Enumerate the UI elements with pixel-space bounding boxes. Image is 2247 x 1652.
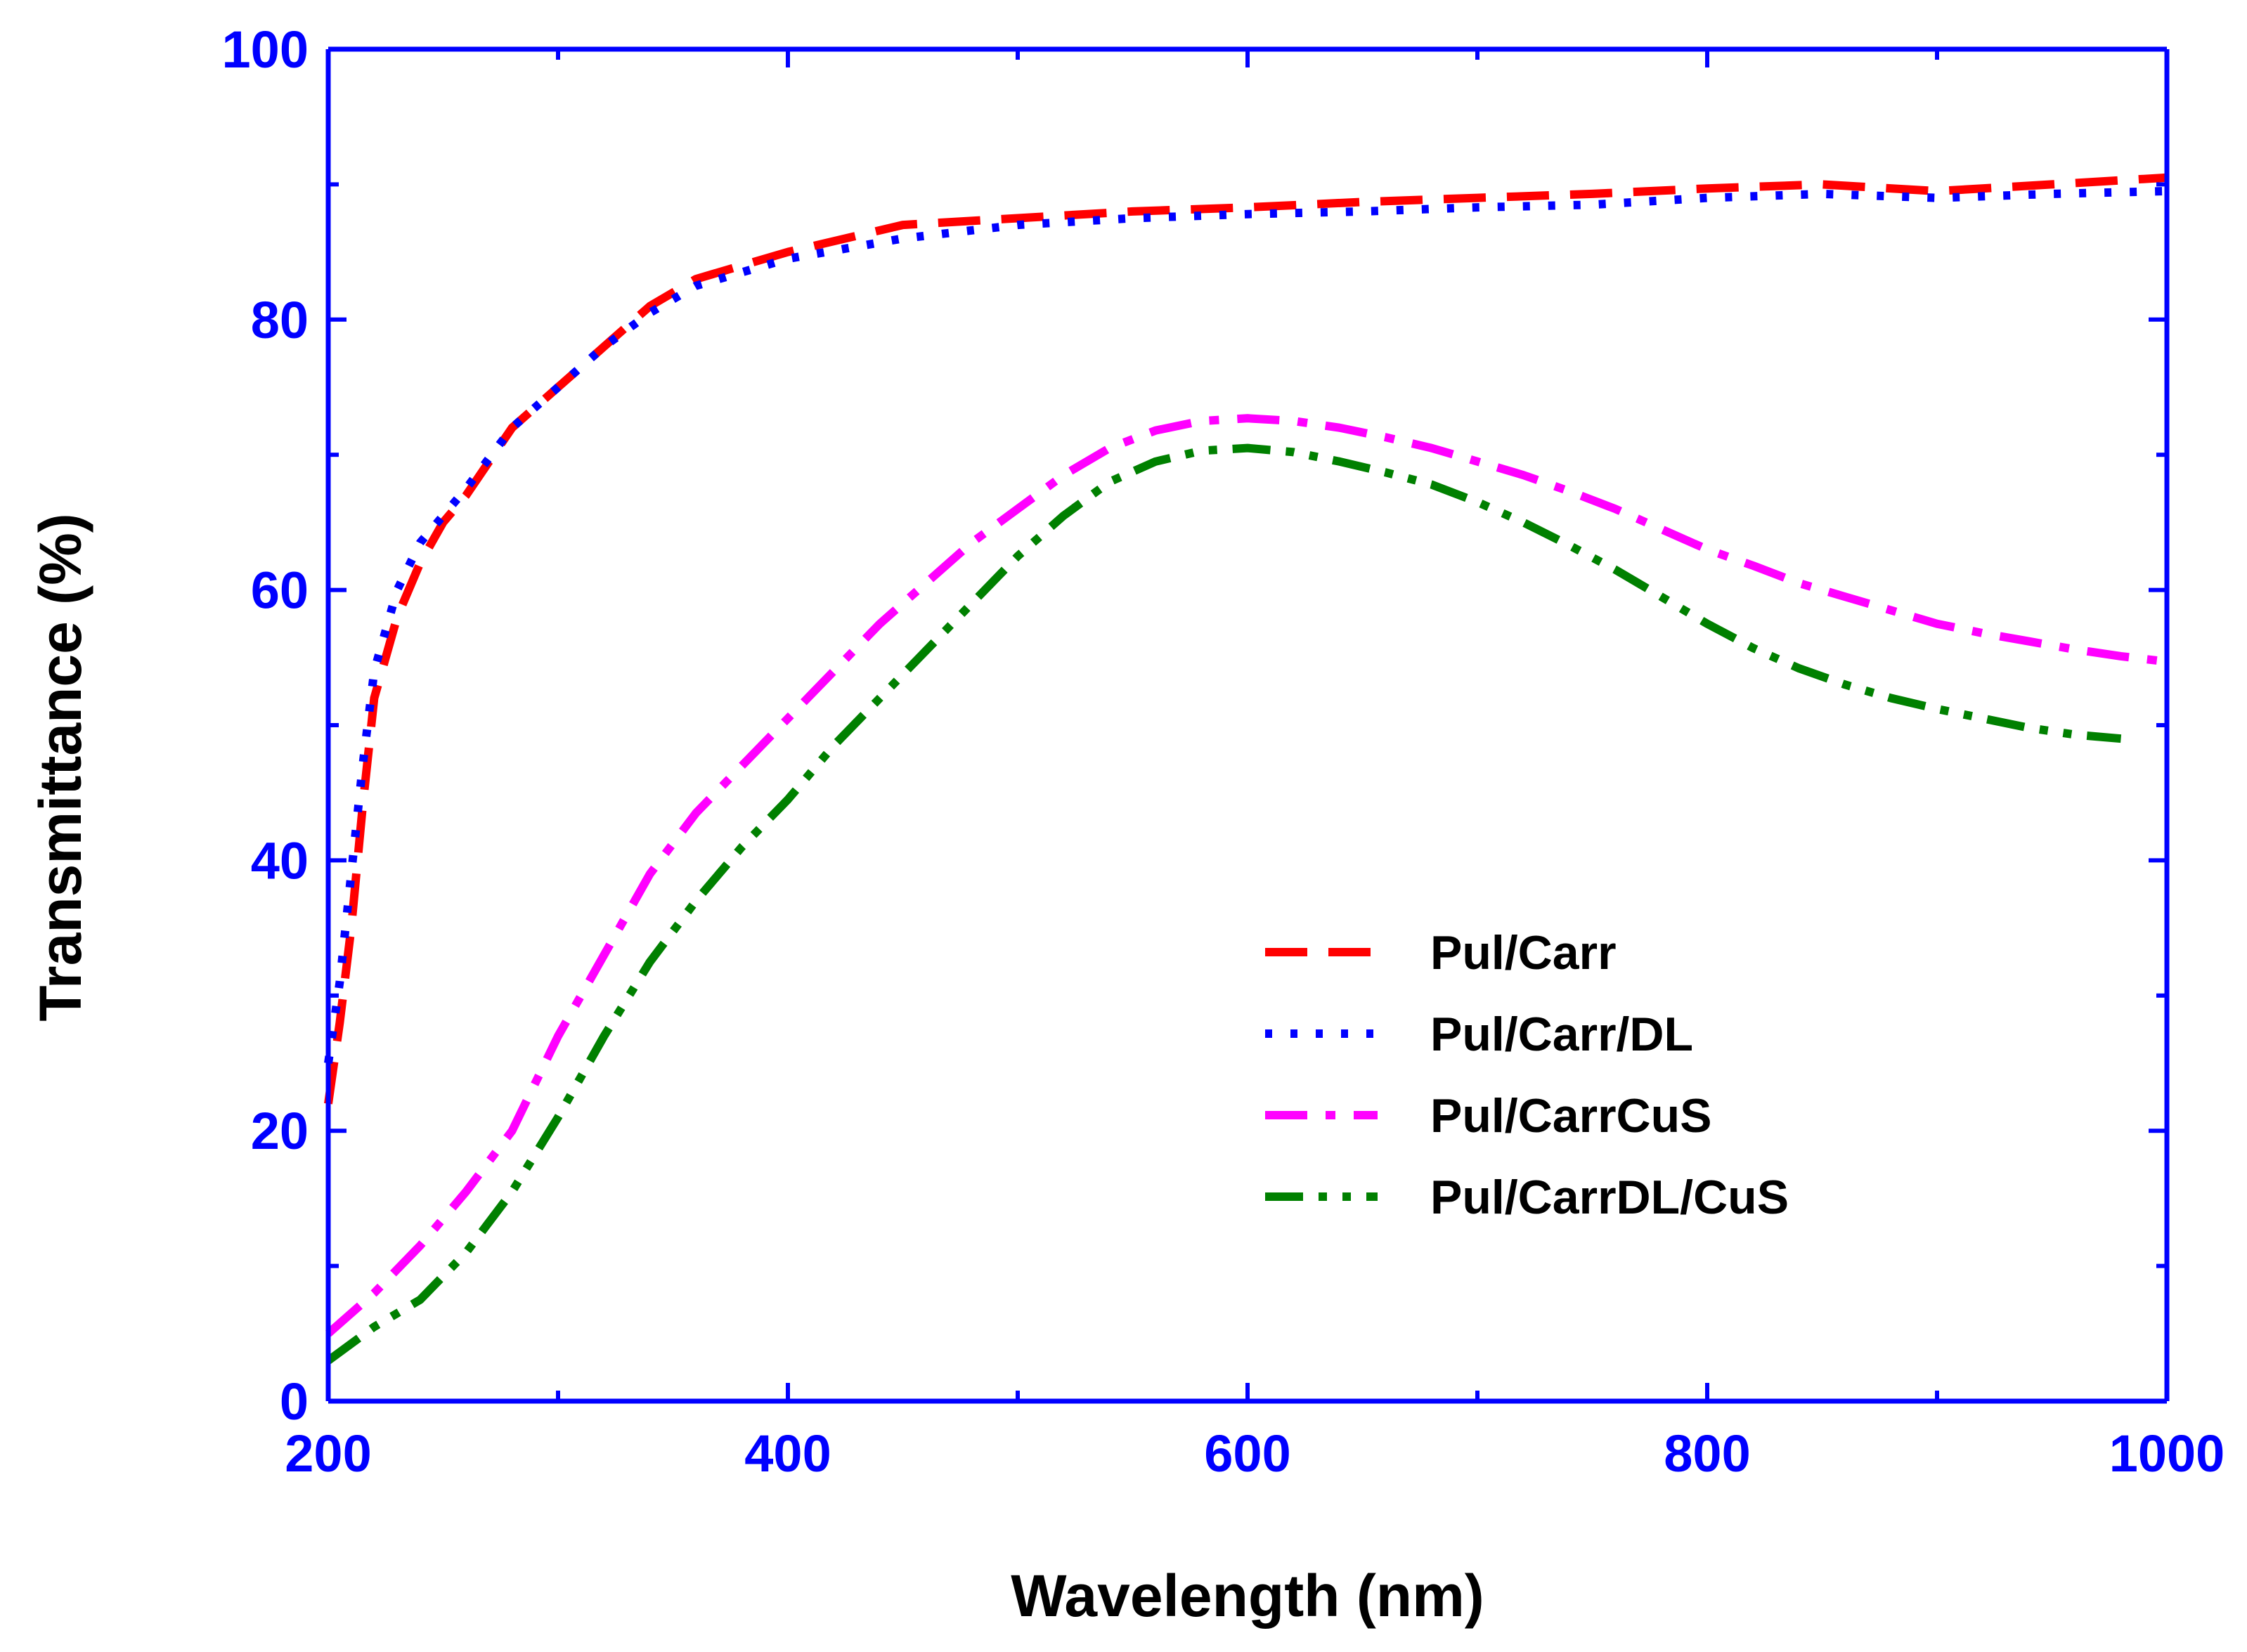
series-line-3 [325,414,2168,1337]
ticks [326,47,2169,1403]
y-tick-label: 80 [251,291,309,349]
legend-label-2: Pul/Carr/DL [1430,1008,1693,1061]
series-line-4 [325,443,2122,1365]
x-tick-label: 400 [744,1424,831,1483]
axes [325,46,2170,1404]
legend-label-3: Pul/CarrCuS [1430,1089,1712,1143]
y-tick-label: 100 [222,20,309,79]
x-tick-label: 1000 [2109,1424,2225,1483]
series-line-1 [324,173,2168,1105]
x-tick-label: 600 [1204,1424,1290,1483]
y-tick-label: 60 [251,561,309,620]
plot-area [324,173,2168,1365]
tick-labels: 200 400 600 800 1000 0 20 40 60 80 100 [222,20,2225,1483]
legend-label-1: Pul/Carr [1430,926,1617,980]
legend-label-4: Pul/CarrDL/CuS [1430,1171,1789,1224]
x-axis-title: Wavelength (nm) [1011,1563,1484,1629]
x-tick-label: 800 [1664,1424,1750,1483]
x-tick-label: 200 [285,1424,371,1483]
y-tick-label: 0 [280,1372,309,1431]
legend: Pul/Carr Pul/Carr/DL Pul/CarrCuS Pul/CarrDL… [1265,926,1789,1224]
series-line-2 [324,187,2168,1064]
y-tick-label: 40 [251,831,309,890]
y-tick-label: 20 [251,1102,309,1160]
y-axis-title: Transmittance (%) [27,513,93,1022]
